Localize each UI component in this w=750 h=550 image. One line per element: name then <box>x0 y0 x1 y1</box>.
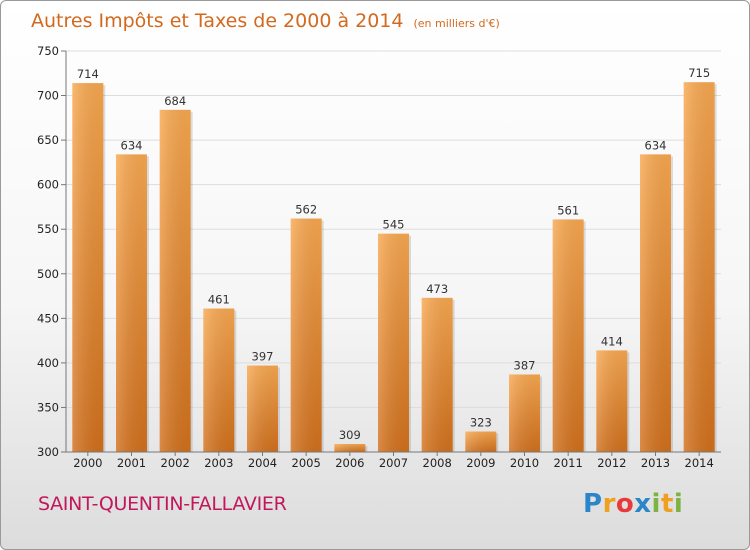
bar-sheen <box>509 374 540 452</box>
commune-name: SAINT-QUENTIN-FALLAVIER <box>38 493 287 515</box>
data-label: 414 <box>601 334 623 348</box>
bars-layer: 714 634 684 461 397 562 309 545 473 323 387 561 414 6… <box>72 66 717 453</box>
x-tick-label: 2012 <box>597 456 626 470</box>
bar-sheen <box>552 219 584 452</box>
data-label: 634 <box>645 138 667 152</box>
logo-letter: r <box>602 489 616 519</box>
chart-title-group: Autres Impôts et Taxes de 2000 à 2014 (e… <box>31 10 500 32</box>
bar-sheen <box>421 297 453 452</box>
x-tick-label: 2009 <box>466 456 495 470</box>
data-label: 684 <box>164 94 186 108</box>
y-tick-label: 600 <box>37 178 59 192</box>
data-label: 545 <box>383 218 405 232</box>
logo-letter: t <box>660 489 674 519</box>
x-tick-label: 2014 <box>685 456 714 470</box>
x-tick-label: 2006 <box>335 456 364 470</box>
bar-sheen <box>247 365 278 452</box>
logo-letter: o <box>615 489 635 519</box>
bar-sheen <box>72 83 104 452</box>
y-tick-label: 450 <box>37 311 59 325</box>
bar-sheen <box>116 154 147 452</box>
data-label: 397 <box>252 350 274 364</box>
y-tick-label: 550 <box>37 222 59 236</box>
y-tick-label: 650 <box>37 133 59 147</box>
bar-sheen <box>203 308 235 452</box>
x-tick-label: 2000 <box>73 456 102 470</box>
x-tick-label: 2002 <box>161 456 190 470</box>
x-tick-label: 2001 <box>117 456 146 470</box>
logo-letter: i <box>673 489 684 519</box>
logo-letter: P <box>583 489 603 519</box>
x-tick-label: 2007 <box>379 456 408 470</box>
x-tick-label: 2011 <box>554 456 583 470</box>
data-label: 714 <box>77 67 99 81</box>
x-tick-label: 2003 <box>204 456 233 470</box>
bar-sheen <box>683 82 715 452</box>
logo-letter: i <box>651 489 661 519</box>
data-label: 323 <box>470 416 492 430</box>
y-tick-label: 500 <box>37 267 59 281</box>
data-label: 309 <box>339 428 361 442</box>
x-tick-label: 2005 <box>292 456 321 470</box>
x-tick-label: 2010 <box>510 456 539 470</box>
axis-layer: 300 350 400 450 500 550 600 650 700 750 2000 2001 20… <box>37 44 721 470</box>
data-label: 561 <box>557 203 579 217</box>
y-tick-label: 700 <box>37 89 59 103</box>
x-tick-label: 2008 <box>423 456 452 470</box>
bar-sheen <box>378 233 409 452</box>
bar-sheen <box>465 431 497 452</box>
chart-title: Autres Impôts et Taxes de 2000 à 2014 <box>31 10 404 32</box>
y-tick-label: 750 <box>37 44 59 58</box>
data-label: 562 <box>295 203 317 217</box>
data-label: 461 <box>208 293 230 307</box>
x-tick-label: 2004 <box>248 456 277 470</box>
bar-sheen <box>640 154 671 452</box>
proxiti-logo: Proxiti <box>583 489 683 523</box>
x-tick-label: 2013 <box>641 456 670 470</box>
data-label: 473 <box>426 282 448 296</box>
y-tick-label: 350 <box>37 400 59 414</box>
logo-letter: x <box>634 489 652 519</box>
bar-sheen <box>290 218 322 452</box>
data-label: 715 <box>688 66 710 80</box>
data-label: 634 <box>121 138 143 152</box>
y-tick-label: 400 <box>37 356 59 370</box>
data-label: 387 <box>514 358 536 372</box>
bar-sheen <box>159 109 191 453</box>
bar-sheen <box>596 350 628 452</box>
chart-subtitle: (en milliers d'€) <box>414 17 500 30</box>
y-tick-label: 300 <box>37 445 59 459</box>
bar-sheen <box>334 443 366 452</box>
